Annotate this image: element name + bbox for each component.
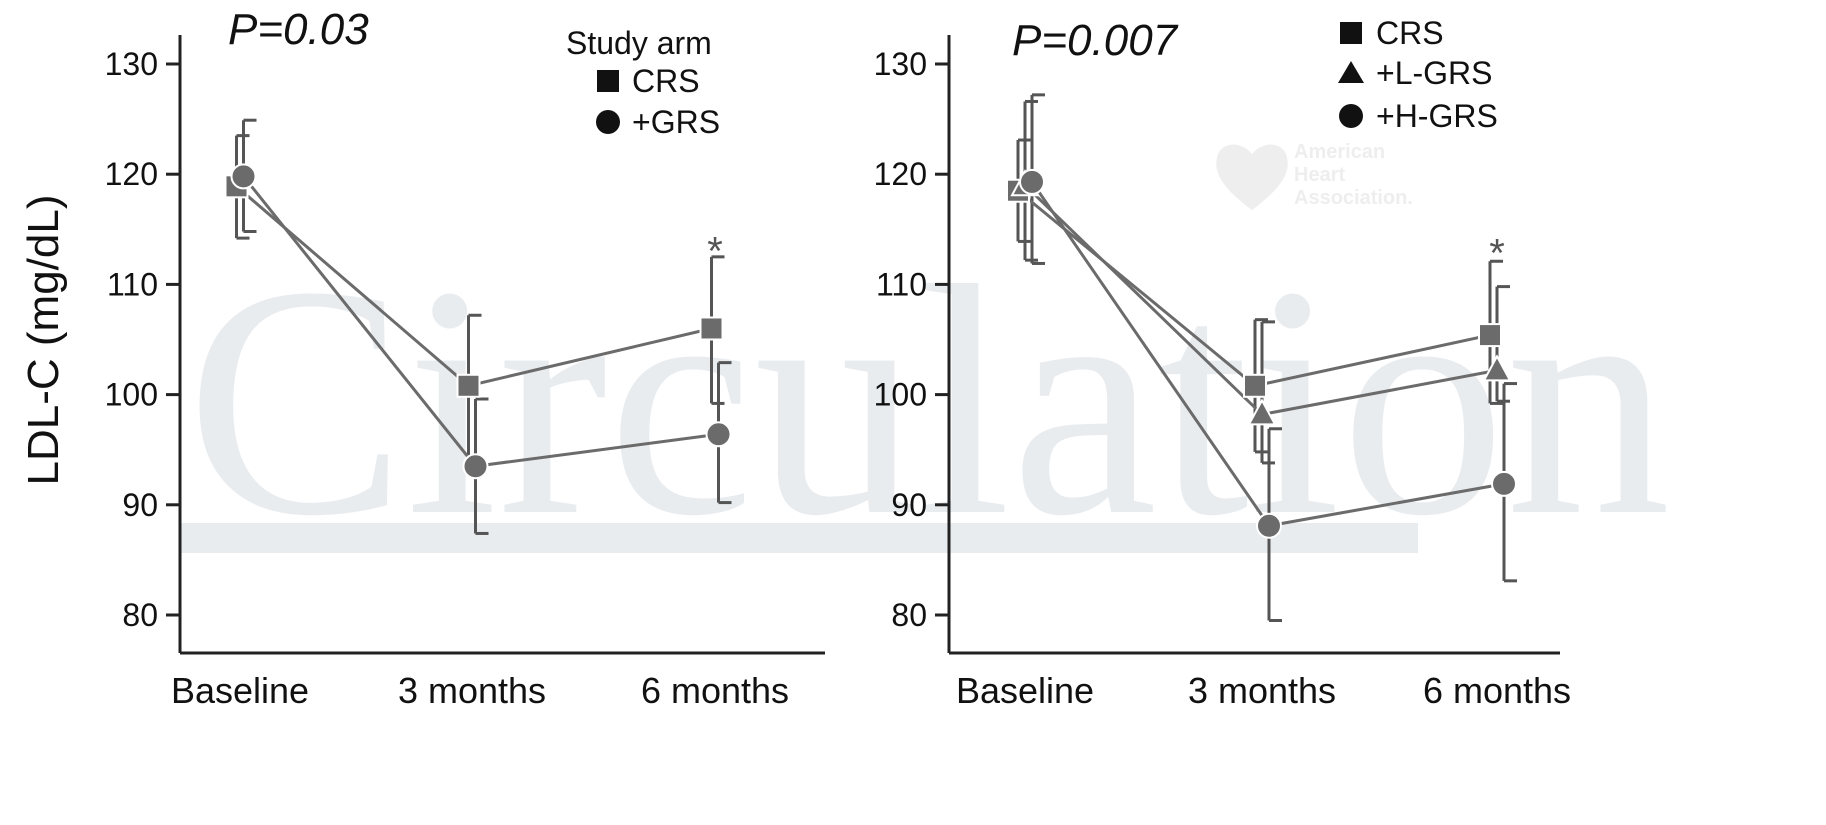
data-point-circle — [230, 163, 257, 190]
data-point-square — [1478, 323, 1502, 348]
p-value: P=0.007 — [1012, 16, 1179, 65]
x-tick-label: 3 months — [1188, 670, 1336, 711]
p-value: P=0.03 — [228, 5, 369, 54]
data-point-square — [699, 316, 724, 341]
series-layer: * — [224, 118, 732, 535]
data-point-circle — [462, 453, 489, 480]
watermark: Circulation American Heart Association. — [180, 141, 1671, 584]
heart-torch-icon — [1216, 144, 1288, 210]
significance-asterisk: * — [707, 230, 723, 274]
chart-panel-left: LDL-C (mg/dL) P=0.03 80 90 100 110 120 130 Bas… — [19, 5, 825, 711]
y-tick-label: 110 — [876, 266, 927, 302]
y-tick-label: 130 — [874, 46, 927, 82]
legend: CRS +L-GRS +H-GRS — [1338, 15, 1498, 134]
legend-square-marker — [597, 70, 619, 92]
data-point-circle — [1256, 512, 1282, 539]
x-tick-label: Baseline — [956, 670, 1094, 711]
watermark-band — [180, 523, 1418, 553]
legend-label-h-grs: +H-GRS — [1376, 98, 1498, 134]
chart-panel-right: P=0.007 80 90 100 110 120 130 Baseline 3 months… — [874, 15, 1571, 711]
x-tick-label: 3 months — [398, 670, 546, 711]
legend-label-crs: CRS — [632, 63, 700, 99]
data-point-square — [456, 373, 481, 398]
legend-circle-marker — [596, 110, 620, 134]
legend: Study arm CRS +GRS — [566, 25, 720, 140]
axes: 80 90 100 110 120 130 Baseline 3 months 6 months — [105, 35, 825, 711]
x-tick-label: 6 months — [1423, 670, 1571, 711]
aha-line-2: Heart — [1294, 164, 1345, 186]
legend-label-crs: CRS — [1376, 15, 1444, 51]
data-point-circle — [1019, 168, 1045, 195]
y-tick-label: 130 — [105, 46, 158, 82]
data-point-circle — [705, 421, 732, 448]
legend-triangle-marker — [1338, 61, 1364, 83]
y-tick-label: 120 — [105, 156, 158, 192]
data-point-triangle — [1482, 354, 1512, 382]
axes: 80 90 100 110 120 130 Baseline 3 months 6 months — [874, 35, 1571, 711]
y-tick-label: 100 — [874, 377, 927, 413]
y-tick-label: 90 — [891, 487, 927, 523]
significance-asterisk: * — [1489, 232, 1505, 276]
y-axis-label: LDL-C (mg/dL) — [19, 195, 68, 486]
data-point-square — [1243, 373, 1267, 398]
y-tick-label: 120 — [874, 156, 927, 192]
legend-square-marker — [1340, 22, 1362, 44]
y-tick-label: 80 — [891, 597, 927, 633]
series-layer: * — [1006, 93, 1517, 623]
data-point-circle — [1491, 470, 1517, 497]
watermark-text: Circulation — [186, 219, 1671, 584]
x-tick-label: 6 months — [641, 670, 789, 711]
legend-circle-marker — [1339, 104, 1363, 128]
legend-title: Study arm — [566, 25, 712, 61]
y-tick-label: 90 — [122, 487, 158, 523]
aha-line-1: American — [1294, 141, 1385, 163]
y-tick-label: 110 — [107, 266, 158, 302]
data-point-triangle — [1247, 398, 1277, 426]
y-tick-label: 80 — [122, 597, 158, 633]
x-tick-label: Baseline — [171, 670, 309, 711]
y-tick-label: 100 — [105, 377, 158, 413]
legend-label-l-grs: +L-GRS — [1376, 55, 1492, 91]
aha-line-3: Association. — [1294, 187, 1413, 209]
aha-logo: American Heart Association. — [1216, 141, 1413, 210]
legend-label-grs: +GRS — [632, 104, 720, 140]
